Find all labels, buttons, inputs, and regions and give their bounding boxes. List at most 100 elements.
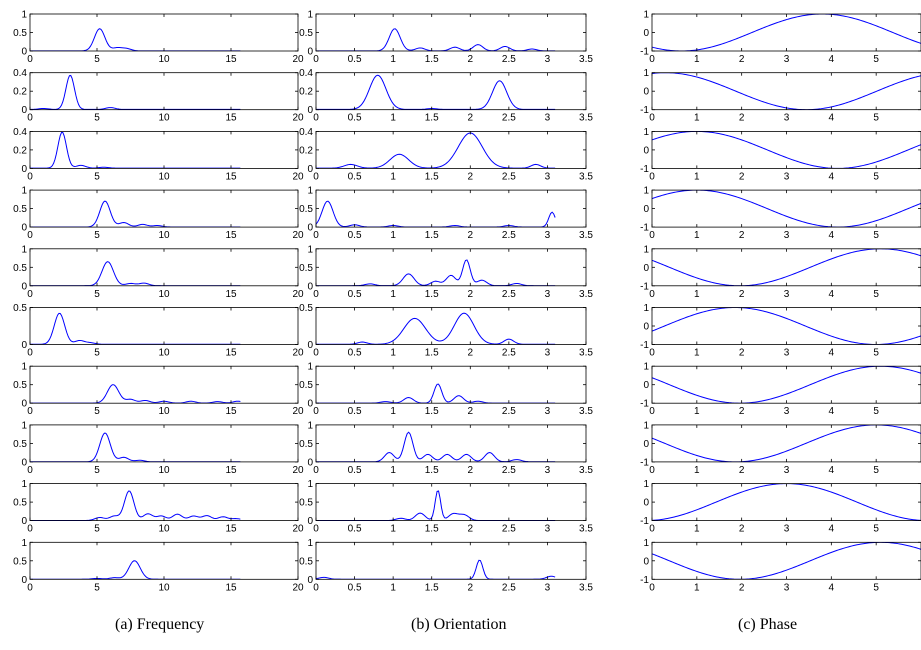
axes-box [651, 189, 921, 228]
series-line [652, 131, 921, 169]
series-line [30, 74, 241, 110]
y-tick-label: -1 [640, 399, 649, 410]
series-line [30, 312, 241, 345]
y-tick-label: 0 [21, 340, 27, 351]
y-tick-label: 0.5 [13, 556, 27, 567]
x-tick-label: 3.5 [579, 465, 593, 476]
x-tick-label: 1.5 [425, 54, 439, 65]
x-tick-label: 1 [694, 230, 700, 241]
x-tick-label: 0 [313, 113, 319, 124]
x-tick-label: 15 [225, 406, 237, 417]
x-tick-label: 3 [784, 113, 790, 124]
y-tick-label: 0 [643, 87, 649, 98]
y-tick-label: 0 [21, 164, 27, 175]
x-tick-label: 1.5 [425, 524, 439, 535]
y-tick-label: 1 [643, 68, 649, 79]
series-line [316, 132, 556, 169]
panel-orientation-4: 0 0.5 1 0 0.5 1 1.5 2 2.5 3 3.5 [299, 186, 593, 242]
x-tick-label: 0 [649, 230, 655, 241]
x-tick-label: 20 [292, 289, 304, 300]
x-tick-label: 2.5 [502, 113, 516, 124]
x-tick-label: 4 [829, 406, 835, 417]
x-tick-label: 2.5 [502, 348, 516, 359]
series-line [652, 366, 921, 404]
x-tick-label: 0.5 [348, 524, 362, 535]
y-tick-label: 1 [643, 127, 649, 138]
axes-box [29, 13, 299, 52]
x-tick-label: 1 [390, 465, 396, 476]
y-tick-label: 0 [643, 439, 649, 450]
x-tick-label: 0.5 [348, 171, 362, 182]
y-tick-label: 1 [21, 479, 27, 490]
x-tick-label: 0 [27, 524, 33, 535]
x-tick-label: 0 [313, 171, 319, 182]
x-tick-label: 0.5 [348, 289, 362, 300]
y-tick-label: 1 [21, 538, 27, 549]
series-line [30, 432, 241, 462]
x-tick-label: 1 [390, 524, 396, 535]
panel-orientation-6: 0 0.5 0 0.5 1 1.5 2 2.5 3 3.5 [299, 303, 593, 359]
axes-box [651, 424, 921, 463]
y-tick-label: 0 [21, 575, 27, 586]
y-tick-label: -1 [640, 223, 649, 234]
x-tick-label: 0 [313, 54, 319, 65]
x-tick-label: 3 [545, 289, 551, 300]
x-tick-label: 3.5 [579, 406, 593, 417]
y-tick-label: 0 [21, 105, 27, 116]
axes-box [29, 189, 299, 228]
y-tick-label: 0 [307, 105, 313, 116]
x-tick-label: 1.5 [425, 465, 439, 476]
x-tick-label: 1 [390, 289, 396, 300]
x-tick-label: 0 [27, 289, 33, 300]
x-tick-label: 3 [784, 289, 790, 300]
y-tick-label: 0.5 [13, 439, 27, 450]
y-tick-label: 1 [307, 186, 313, 197]
y-tick-label: -1 [640, 281, 649, 292]
x-tick-label: 2 [739, 582, 745, 593]
x-tick-label: 0 [313, 406, 319, 417]
x-tick-label: 2.5 [502, 54, 516, 65]
x-tick-label: 4 [829, 582, 835, 593]
x-tick-label: 3.5 [579, 230, 593, 241]
x-tick-label: 1 [694, 465, 700, 476]
y-tick-label: 0.4 [299, 68, 313, 79]
y-tick-label: 1 [307, 479, 313, 490]
x-tick-label: 5 [873, 171, 879, 182]
y-tick-label: 0.5 [299, 204, 313, 215]
y-tick-label: 0.2 [299, 87, 313, 98]
y-tick-label: 0 [307, 575, 313, 586]
x-tick-label: 3.5 [579, 113, 593, 124]
x-tick-label: 1 [390, 113, 396, 124]
x-tick-label: 2 [468, 113, 474, 124]
series-line [30, 131, 241, 169]
x-tick-label: 5 [94, 406, 100, 417]
x-tick-label: 20 [292, 582, 304, 593]
y-tick-label: 0 [307, 340, 313, 351]
y-tick-label: 0 [643, 498, 649, 509]
x-tick-label: 3 [545, 171, 551, 182]
x-tick-label: 3.5 [579, 524, 593, 535]
x-tick-label: 0 [27, 54, 33, 65]
y-tick-label: 0 [21, 457, 27, 468]
y-tick-label: 0.5 [13, 204, 27, 215]
x-tick-label: 10 [158, 524, 170, 535]
caption-frequency: (a) Frequency [115, 616, 205, 633]
x-tick-label: 3 [545, 465, 551, 476]
axes-box [29, 248, 299, 287]
y-tick-label: 0 [643, 322, 649, 333]
x-tick-label: 20 [292, 406, 304, 417]
x-tick-label: 4 [829, 230, 835, 241]
x-tick-label: 10 [158, 230, 170, 241]
x-tick-label: 1 [390, 406, 396, 417]
x-tick-label: 4 [829, 289, 835, 300]
y-tick-label: 0 [307, 47, 313, 58]
y-tick-label: 0.5 [299, 498, 313, 509]
x-tick-label: 1 [694, 54, 700, 65]
series-line [652, 483, 921, 521]
x-tick-label: 1 [694, 524, 700, 535]
series-line [316, 559, 556, 580]
y-tick-label: 1 [307, 10, 313, 21]
x-tick-label: 10 [158, 465, 170, 476]
